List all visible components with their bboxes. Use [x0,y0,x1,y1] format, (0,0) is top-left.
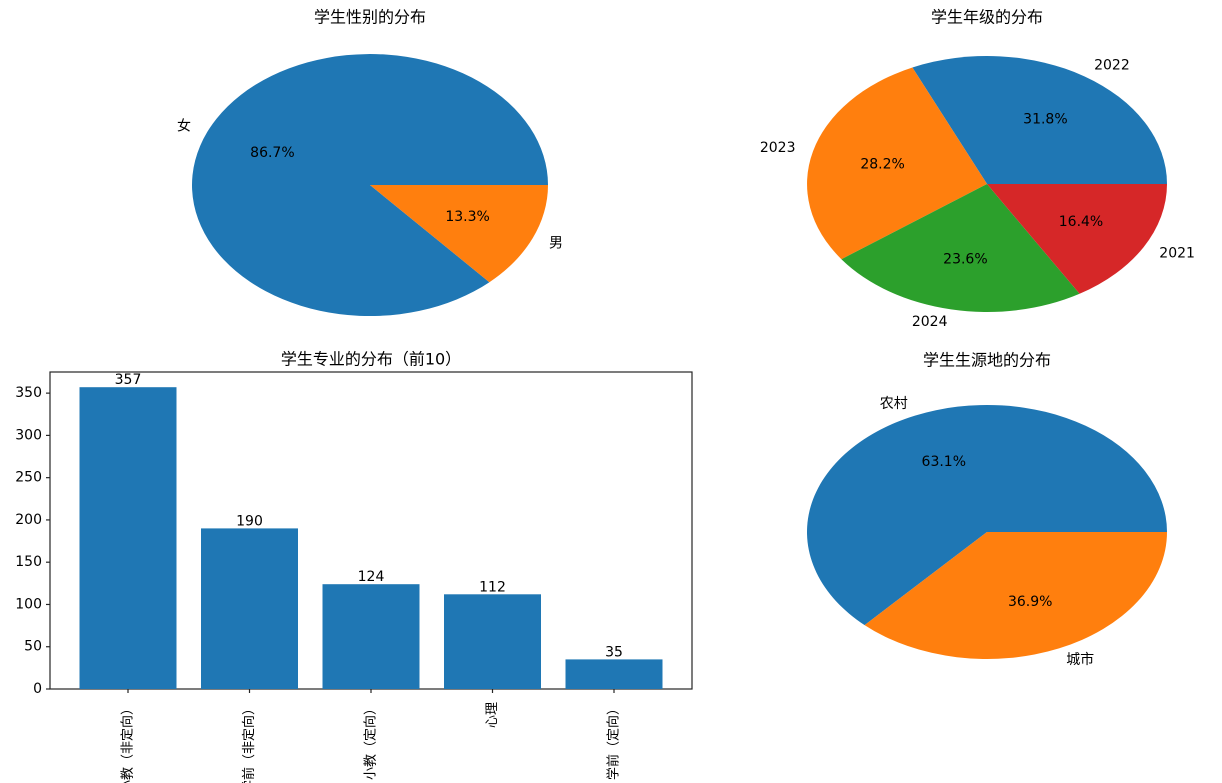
pie-pct-label: 16.4% [1059,214,1103,230]
pie-slice-label: 2023 [760,140,796,156]
x-tick-label: 学前（非定向） [241,702,257,783]
x-tick-label: 学前（定向） [606,702,622,780]
bar-小教（定向） [322,584,420,689]
bar-value-label: 35 [605,644,623,660]
pie-slice-男 [370,185,548,283]
bar-小教（非定向） [79,387,177,689]
y-tick-label: 300 [15,427,42,443]
y-tick-label: 0 [33,681,42,697]
pie-pct-label: 36.9% [1008,594,1052,610]
chart-title: 学生年级的分布 [931,8,1043,27]
pie-slice-2023 [807,67,987,260]
pie-slice-label: 男 [549,236,563,252]
pie-pct-label: 28.2% [860,156,904,172]
pie-pct-label: 86.7% [250,145,294,161]
pie-chart-gender: 学生性别的分布 86.7% 女 13.3% 男 [177,8,563,317]
chart-title: 学生生源地的分布 [923,351,1051,370]
pie-slice-2024 [841,184,1080,313]
pie-slice-城市 [864,532,1167,659]
bar-chart-major: 学生专业的分布（前10） 0 50 100 150 200 250 300 350 357 小教（非… [15,350,693,783]
y-tick-label: 150 [15,554,42,570]
bar-value-label: 357 [115,372,142,388]
y-tick-label: 200 [15,512,42,528]
pie-slice-label: 2024 [912,314,948,330]
pie-chart-origin: 学生生源地的分布 63.1% 农村 36.9% 城市 [807,351,1167,668]
bar-value-label: 190 [236,513,263,529]
y-tick-label: 250 [15,470,42,486]
y-tick-label: 350 [15,385,42,401]
pie-pct-label: 63.1% [922,454,966,470]
pie-pct-label: 31.8% [1023,111,1067,127]
pie-slice-女 [191,54,548,317]
x-tick-label: 小教（非定向） [120,702,136,783]
pie-slice-label: 城市 [1066,651,1094,668]
pie-slice-label: 2022 [1094,58,1130,74]
pie-slice-label: 2021 [1159,245,1195,261]
x-tick-label: 小教（定向） [363,702,379,780]
bar-value-label: 124 [358,569,385,585]
pie-slice-农村 [807,404,1167,626]
bar-心理 [444,594,541,689]
bar-学前（定向） [565,659,663,689]
pie-slice-label: 农村 [880,396,908,412]
bar-学前（非定向） [201,528,298,689]
bar-value-label: 112 [479,579,506,595]
pie-slice-2022 [912,55,1167,184]
y-tick-label: 50 [24,639,42,655]
pie-pct-label: 23.6% [943,251,987,267]
y-tick-label: 100 [15,596,42,612]
pie-chart-grade: 学生年级的分布 31.8% 2022 28.2% 2023 23.6% 2024 16.4% 2… [760,8,1195,331]
x-tick-label: 心理 [485,702,500,728]
pie-slice-2021 [987,184,1167,294]
pie-pct-label: 13.3% [445,209,489,225]
chart-title: 学生性别的分布 [314,8,426,27]
chart-title: 学生专业的分布（前10） [281,350,461,369]
pie-slice-label: 女 [177,118,191,135]
